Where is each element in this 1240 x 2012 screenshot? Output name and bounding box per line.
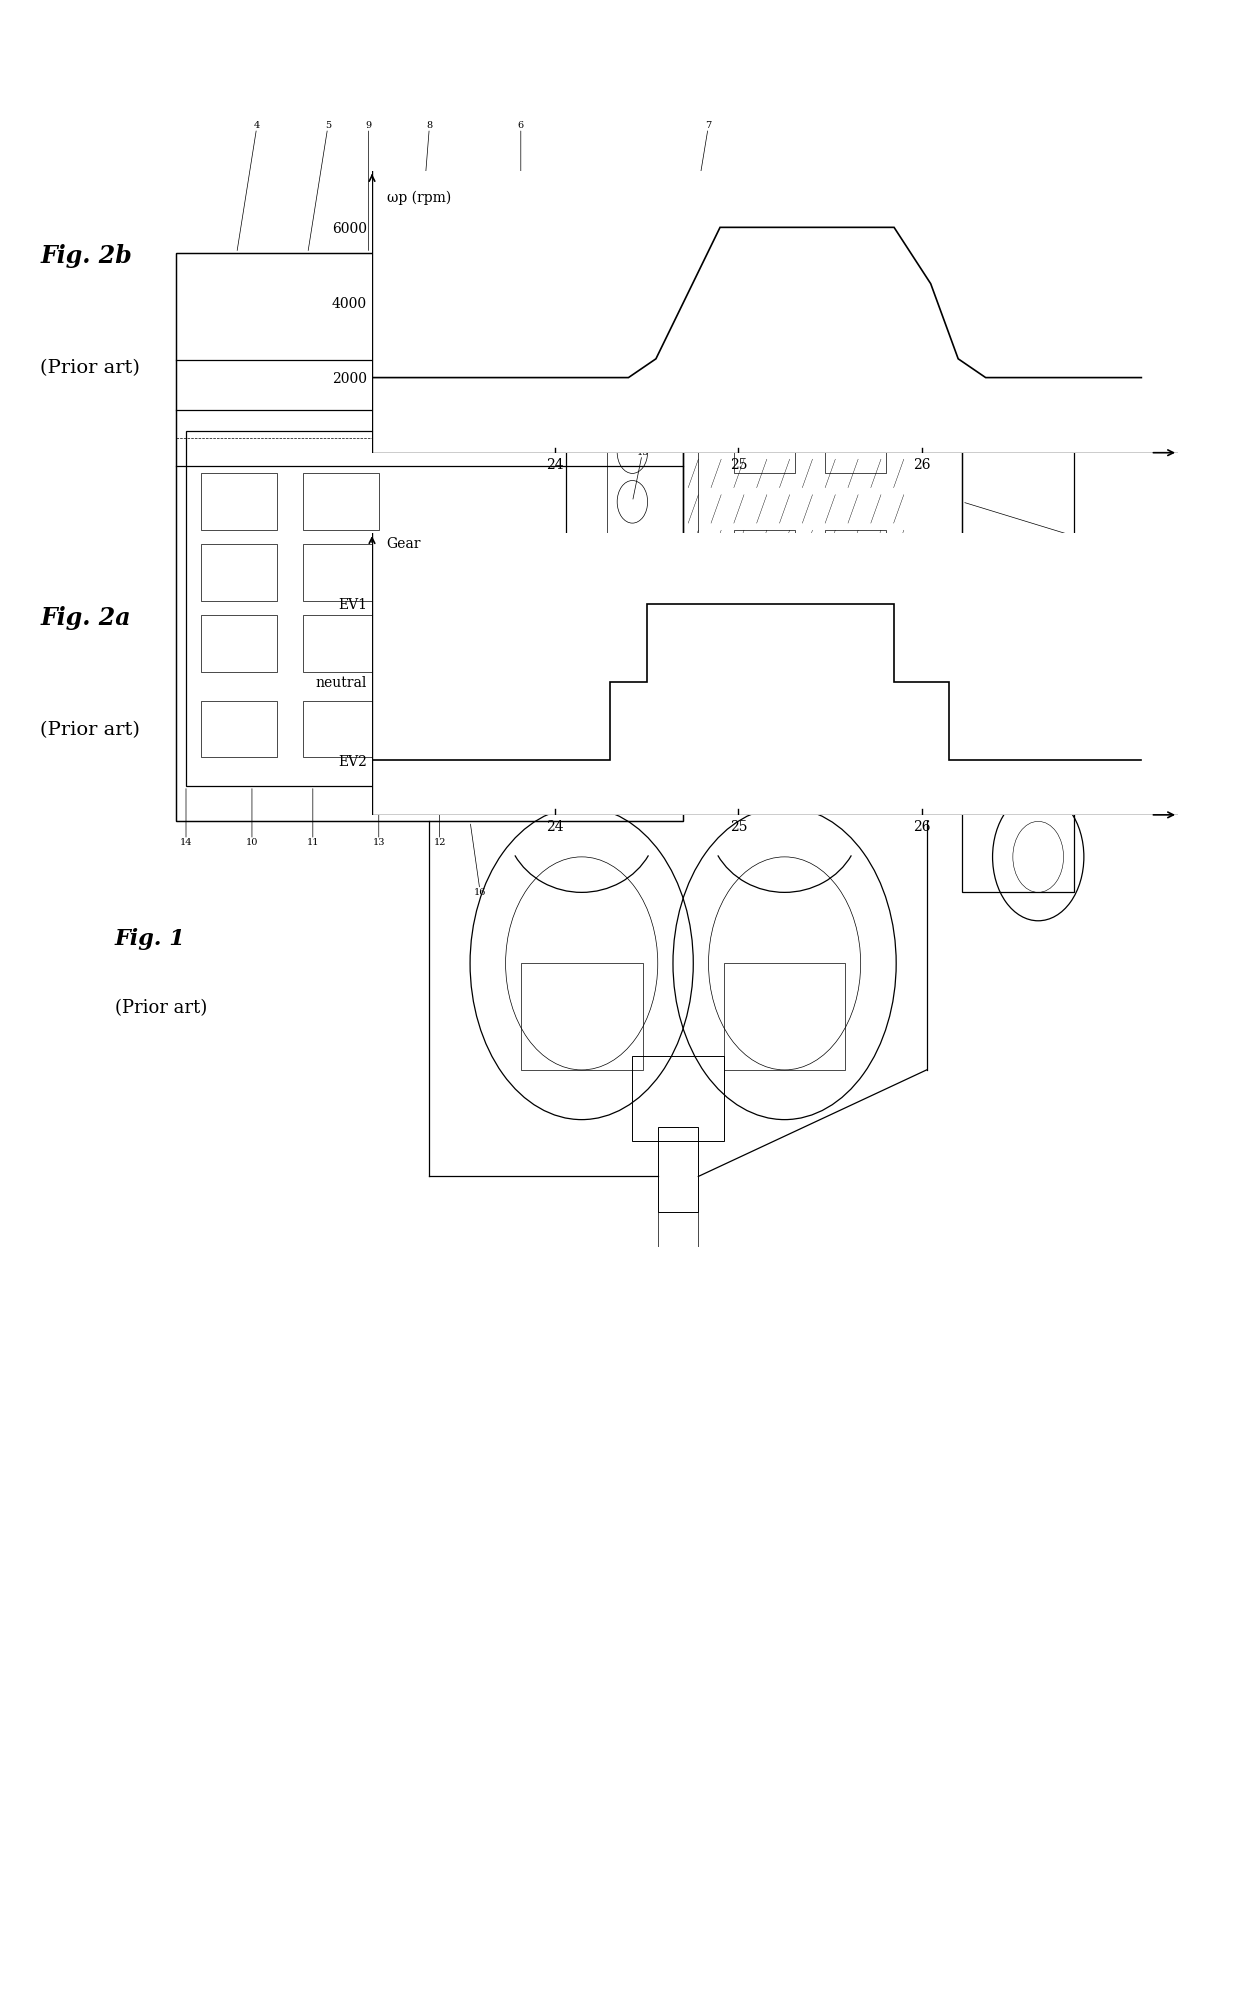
Bar	[176, 254, 683, 821]
Text: ωp (rpm): ωp (rpm)	[387, 191, 451, 205]
Bar	[734, 531, 795, 573]
Text: 10: 10	[246, 839, 258, 847]
Text: (Prior art): (Prior art)	[40, 722, 140, 738]
Bar	[734, 338, 795, 380]
Text: 13: 13	[372, 839, 384, 847]
Bar	[201, 473, 278, 531]
Text: 8: 8	[427, 121, 433, 131]
Text: (Prior art): (Prior art)	[40, 360, 140, 376]
Bar	[303, 700, 378, 757]
Bar	[734, 431, 795, 473]
Bar	[201, 700, 278, 757]
Text: 15: 15	[636, 447, 649, 457]
Bar	[683, 254, 962, 714]
Bar	[724, 964, 846, 1070]
Bar	[521, 964, 642, 1070]
Bar	[186, 431, 567, 787]
Text: 6: 6	[518, 121, 523, 131]
Text: Gear: Gear	[387, 537, 422, 551]
Text: 3: 3	[1111, 284, 1117, 294]
Bar	[303, 473, 378, 531]
Bar	[303, 616, 378, 672]
Bar	[176, 254, 683, 821]
Bar	[825, 338, 887, 380]
Bar	[825, 622, 887, 666]
Bar	[657, 1127, 698, 1211]
Text: 16: 16	[474, 887, 486, 897]
Bar	[962, 217, 1074, 893]
Text: Fig. 1: Fig. 1	[115, 928, 186, 950]
Bar	[419, 622, 480, 765]
Bar	[734, 622, 795, 666]
Text: 1: 1	[1121, 547, 1127, 555]
Text: (Prior art): (Prior art)	[115, 998, 207, 1016]
Text: Fig. 2b: Fig. 2b	[40, 243, 131, 268]
Bar	[303, 545, 378, 602]
Text: 12: 12	[434, 839, 446, 847]
Text: 11: 11	[306, 839, 319, 847]
Bar	[201, 616, 278, 672]
Text: Fig. 2a: Fig. 2a	[40, 606, 130, 630]
Bar	[825, 431, 887, 473]
Bar	[440, 736, 470, 807]
Text: 4: 4	[254, 121, 260, 131]
Bar	[608, 425, 698, 551]
Bar	[632, 1056, 724, 1141]
Bar	[825, 531, 887, 573]
Text: 7: 7	[706, 121, 712, 131]
Text: 2: 2	[1111, 427, 1117, 435]
Text: 5: 5	[325, 121, 331, 131]
Bar	[201, 545, 278, 602]
Text: 14: 14	[180, 839, 192, 847]
Text: 9: 9	[366, 121, 372, 131]
